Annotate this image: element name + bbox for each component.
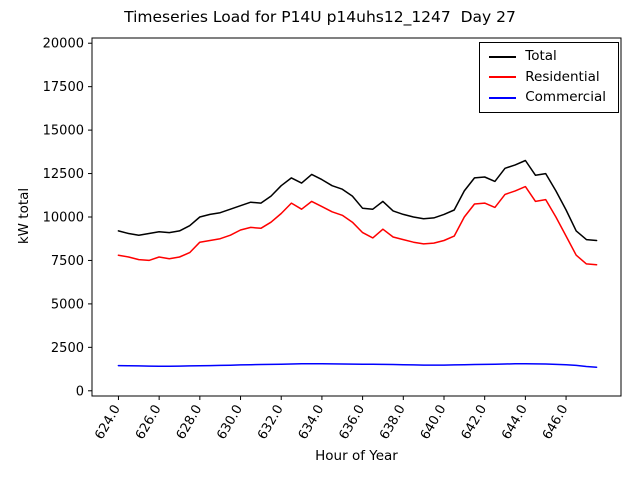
y-tick-label: 20000 [43, 37, 84, 52]
y-tick-label: 15000 [43, 124, 84, 139]
x-axis-label: Hour of Year [315, 448, 398, 464]
x-tick-label: 646.0 [540, 403, 572, 443]
y-tick-label: 2500 [51, 341, 84, 356]
x-tick-label: 628.0 [174, 403, 206, 443]
x-tick-label: 638.0 [377, 403, 409, 443]
legend-line-total [489, 55, 517, 58]
legend-line-commercial [489, 96, 517, 99]
x-tick-label: 636.0 [336, 403, 368, 443]
legend-line-residential [489, 76, 517, 79]
y-tick-label: 5000 [51, 297, 84, 312]
legend-label-commercial: Commercial [525, 89, 606, 105]
y-tick-label: 0 [76, 384, 84, 399]
x-tick-label: 630.0 [214, 403, 246, 443]
y-tick-label: 17500 [43, 80, 84, 95]
chart-title: Timeseries Load for P14U p14uhs12_1247 D… [124, 8, 516, 26]
x-tick-label: 626.0 [133, 403, 165, 443]
legend: Total Residential Commercial [479, 42, 619, 113]
series-line-commercial [117, 363, 598, 368]
legend-item-residential: Residential [489, 68, 606, 85]
legend-label-total: Total [525, 48, 557, 64]
x-tick-label: 642.0 [459, 403, 491, 443]
x-tick-label: 640.0 [418, 403, 450, 443]
x-tick-label: 624.0 [92, 403, 124, 443]
y-tick-label: 10000 [43, 211, 84, 226]
legend-item-total: Total [489, 48, 606, 64]
x-tick-label: 634.0 [296, 403, 328, 443]
x-tick-label: 632.0 [255, 403, 287, 443]
y-tick-label: 7500 [51, 254, 84, 269]
legend-label-residential: Residential [525, 68, 600, 85]
y-tick-label: 12500 [43, 167, 84, 182]
y-axis-label: kW total [16, 187, 32, 245]
legend-item-commercial: Commercial [489, 89, 606, 105]
series-line-total [117, 159, 598, 242]
series-line-residential [117, 185, 598, 266]
x-tick-label: 644.0 [499, 403, 531, 443]
